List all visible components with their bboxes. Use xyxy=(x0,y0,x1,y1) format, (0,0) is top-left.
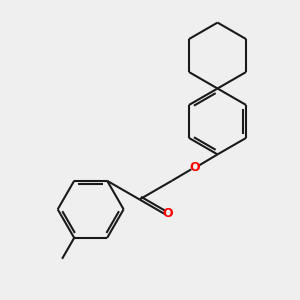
Text: O: O xyxy=(162,207,173,220)
Text: O: O xyxy=(189,161,200,174)
